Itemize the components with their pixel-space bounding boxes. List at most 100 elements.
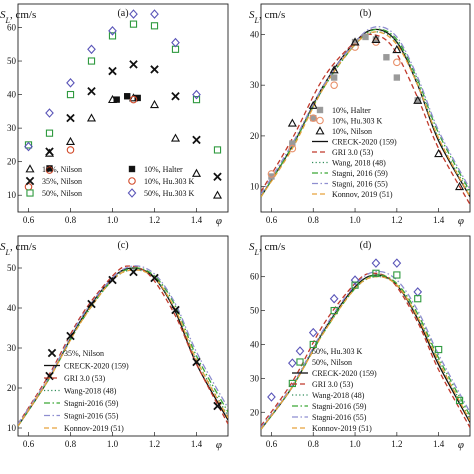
legend-entry: 50%, Nilson [42, 189, 82, 198]
plot-area [18, 265, 228, 427]
x-tick-label: 1.0 [349, 439, 361, 449]
legend: 35%, Nilson CRECK-2020 (159) GRI 3.0 (53) W… [44, 348, 129, 433]
x-tick-label: 0.8 [308, 439, 320, 449]
y-tick-label: 30 [250, 80, 260, 90]
panel-label: (d) [360, 240, 372, 251]
data-point [414, 295, 422, 303]
x-axis-label: φ [458, 215, 464, 227]
x-tick-label: 0.6 [23, 439, 35, 449]
data-point [362, 33, 369, 41]
data-point [268, 173, 275, 180]
legend-marker [128, 177, 136, 185]
plot-frame [17, 3, 229, 213]
data-point [267, 392, 276, 402]
data-point [329, 293, 339, 304]
x-tick-label: 1.4 [433, 215, 445, 225]
data-point [351, 43, 359, 51]
legend-entry: Stagni, 2016 (59) [332, 169, 388, 178]
y-tick-label: 50 [7, 56, 17, 66]
data-point [393, 271, 401, 279]
legend-entry: Stagni-2016 (59) [64, 399, 119, 408]
data-point [45, 166, 54, 174]
data-point [150, 273, 159, 283]
y-tick-label: 20 [250, 407, 260, 417]
data-point [434, 148, 444, 158]
x-tick-label: 1.0 [349, 215, 361, 225]
data-point [413, 287, 423, 297]
data-point [392, 44, 402, 54]
data-point [330, 81, 338, 89]
x-tick-label: 0.6 [266, 439, 278, 449]
x-tick-label: 0.6 [266, 215, 278, 225]
data-point [150, 65, 159, 74]
data-point [45, 147, 54, 156]
data-point [350, 37, 360, 46]
data-point [455, 396, 464, 405]
legend-marker [296, 358, 304, 366]
legend-entry: Wang-2018 (48) [64, 387, 117, 396]
legend-marker [26, 189, 34, 197]
y-tick-label: 40 [250, 29, 260, 39]
data-point [87, 57, 96, 65]
legend-entry: GRI 3.0 (53) [64, 374, 105, 383]
x-tick-label: 0.8 [65, 215, 77, 225]
data-point [66, 331, 75, 341]
legend-entry: 35%, Nilson [42, 177, 82, 186]
x-tick-label: 0.8 [308, 215, 320, 225]
legend-entry: CRECK-2020 (159) [312, 369, 377, 378]
data-point [330, 306, 338, 315]
legend-entry: Stagni, 2016 (55) [332, 180, 388, 189]
y-tick-label: 40 [7, 90, 17, 100]
y-axis-label: SL, cm/s [249, 9, 285, 25]
x-tick-label: 1.4 [433, 439, 445, 449]
legend-entry: 10%, Nilson [42, 165, 82, 174]
plot-frame [17, 235, 229, 437]
x-tick-label: 1.2 [391, 215, 402, 225]
data-point [171, 305, 180, 315]
data-point [288, 358, 297, 368]
y-tick-label: 50 [7, 263, 17, 273]
data-point [66, 78, 75, 88]
x-axis-label: φ [216, 439, 222, 451]
data-point [372, 269, 380, 277]
data-point [129, 20, 138, 28]
y-tick-label: 40 [7, 303, 17, 313]
data-point [308, 327, 318, 338]
x-tick-label: 1.0 [107, 215, 119, 225]
data-point [351, 281, 359, 289]
data-point [129, 60, 138, 69]
series-line [18, 269, 228, 427]
y-tick-label: 10 [7, 423, 17, 433]
legend: 50%, Hu.303 K 50%, Nilson CRECK-2020 (159)… [292, 346, 377, 433]
legend-marker [315, 126, 325, 135]
y-tick-label: 30 [7, 343, 17, 353]
series-line [261, 31, 470, 198]
plot-frame [260, 235, 471, 437]
data-point [383, 54, 390, 61]
x-tick-label: 1.4 [191, 439, 203, 449]
data-point [329, 65, 339, 74]
y-tick-label: 10 [250, 182, 260, 192]
panel-label: (c) [117, 240, 128, 251]
plot-frame [260, 3, 471, 213]
legend-marker [128, 165, 136, 173]
y-axis-label: SL, cm/s [0, 9, 36, 25]
x-axis-label: φ [216, 215, 222, 227]
data-point [65, 136, 76, 145]
legend-entry: Wang, 2018 (48) [332, 159, 386, 168]
data-point [392, 258, 402, 268]
series-line [261, 26, 470, 195]
y-tick-label: 60 [7, 22, 17, 32]
plot-area [261, 26, 470, 205]
x-axis-label: φ [458, 439, 464, 451]
legend-marker [295, 346, 305, 356]
legend-entry: Konnov-2019 (51) [64, 424, 124, 433]
data-point [192, 357, 201, 367]
legend-entry: Konnov-2019 (51) [312, 424, 372, 433]
data-point [170, 133, 181, 142]
data-point [129, 9, 138, 19]
series-line [261, 270, 470, 428]
y-axis-label: SL, cm/s [0, 241, 36, 257]
legend-marker [316, 106, 324, 114]
